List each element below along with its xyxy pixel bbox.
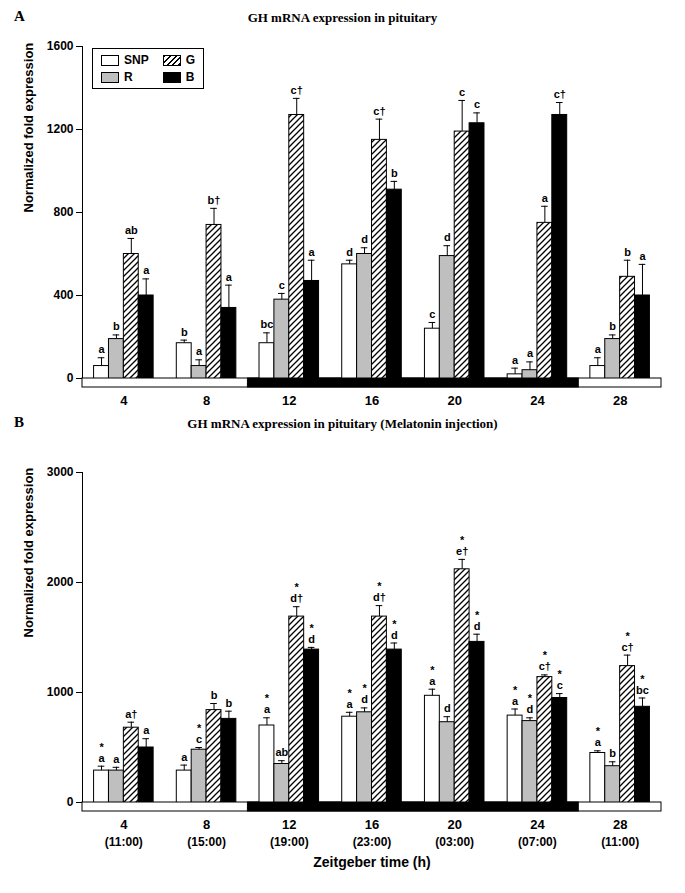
svg-text:d: d — [308, 633, 315, 645]
svg-text:20: 20 — [447, 817, 461, 832]
svg-text:a: a — [196, 345, 203, 357]
svg-text:d: d — [444, 702, 451, 714]
svg-text:a: a — [226, 271, 233, 283]
svg-text:(23:00): (23:00) — [353, 835, 392, 849]
html-text:A: A — [14, 8, 25, 24]
svg-text:c: c — [279, 279, 285, 291]
svg-text:16: 16 — [365, 393, 379, 408]
svg-text:e†: e† — [456, 545, 468, 557]
svg-text:a: a — [309, 246, 316, 258]
svg-text:a: a — [639, 250, 646, 262]
svg-text:12: 12 — [282, 817, 296, 832]
svg-text:(15:00): (15:00) — [187, 835, 226, 849]
svg-text:c†: c† — [621, 641, 633, 653]
svg-text:d: d — [361, 693, 368, 705]
svg-text:(11:00): (11:00) — [601, 835, 639, 849]
html-text:GH mRNA expression in pituitar: GH mRNA expression in pituitary (Melaton… — [187, 416, 498, 431]
svg-text:bc: bc — [261, 318, 274, 330]
svg-text:a: a — [347, 698, 354, 710]
svg-text:c: c — [557, 679, 563, 691]
svg-text:a: a — [98, 752, 105, 764]
svg-text:b: b — [113, 320, 120, 332]
svg-text:c: c — [474, 98, 480, 110]
svg-text:a: a — [181, 751, 188, 763]
svg-text:2000: 2000 — [47, 575, 74, 589]
svg-text:a: a — [512, 354, 519, 366]
svg-text:28: 28 — [613, 817, 627, 832]
svg-text:(03:00): (03:00) — [435, 835, 474, 849]
svg-text:d: d — [346, 246, 353, 258]
svg-text:12: 12 — [282, 393, 296, 408]
svg-text:d: d — [444, 231, 451, 243]
svg-text:1000: 1000 — [47, 685, 74, 699]
svg-text:d: d — [361, 233, 368, 245]
svg-text:d: d — [391, 629, 398, 641]
svg-text:400: 400 — [53, 288, 73, 302]
svg-text:4: 4 — [120, 393, 128, 408]
svg-text:b: b — [609, 747, 616, 759]
svg-text:a†: a† — [125, 708, 137, 720]
html-text:SNP: SNP — [124, 53, 149, 67]
svg-text:a: a — [143, 264, 150, 276]
svg-text:c: c — [429, 308, 435, 320]
svg-text:ab: ab — [275, 746, 288, 758]
svg-text:8: 8 — [203, 393, 210, 408]
svg-text:c†: c† — [539, 660, 551, 672]
svg-text:c: c — [196, 733, 202, 745]
svg-text:(07:00): (07:00) — [518, 835, 557, 849]
svg-text:bc: bc — [636, 684, 649, 696]
svg-text:a: a — [429, 675, 436, 687]
svg-text:c†: c† — [291, 84, 303, 96]
svg-text:Normalized fold expression: Normalized fold expression — [21, 468, 36, 638]
svg-text:a: a — [98, 343, 105, 355]
html-text:R: R — [124, 70, 133, 84]
svg-text:a: a — [595, 343, 602, 355]
svg-text:a: a — [143, 724, 150, 736]
svg-text:a: a — [595, 736, 602, 748]
svg-text:Zeitgeber time (h): Zeitgeber time (h) — [313, 854, 430, 870]
svg-text:20: 20 — [447, 393, 461, 408]
svg-text:1600: 1600 — [47, 39, 74, 53]
svg-text:800: 800 — [53, 205, 73, 219]
svg-text:ab: ab — [125, 224, 138, 236]
svg-text:a: a — [512, 695, 519, 707]
html-text:GH mRNA expression in pituitar: GH mRNA expression in pituitary — [247, 10, 438, 25]
svg-text:c†: c† — [373, 105, 385, 117]
svg-text:b: b — [226, 697, 233, 709]
html-text:B: B — [185, 70, 195, 84]
svg-text:b: b — [211, 689, 218, 701]
svg-text:0: 0 — [67, 795, 74, 809]
svg-text:28: 28 — [613, 393, 627, 408]
svg-text:a: a — [527, 347, 534, 359]
svg-text:c†: c† — [554, 88, 566, 100]
svg-text:d†: d† — [290, 592, 303, 604]
svg-text:a: a — [542, 192, 549, 204]
svg-text:3000: 3000 — [47, 465, 74, 479]
svg-text:24: 24 — [530, 393, 545, 408]
svg-text:a: a — [264, 703, 271, 715]
html-text:G: G — [185, 53, 195, 67]
svg-text:(11:00): (11:00) — [105, 835, 143, 849]
svg-text:Normalized fold expression: Normalized fold expression — [21, 43, 36, 213]
svg-text:1200: 1200 — [47, 122, 74, 136]
svg-text:8: 8 — [203, 817, 210, 832]
svg-text:b: b — [181, 326, 188, 338]
svg-text:c: c — [459, 86, 465, 98]
svg-text:(19:00): (19:00) — [270, 835, 309, 849]
html-text:B: B — [14, 414, 24, 430]
svg-text:b: b — [624, 246, 631, 258]
svg-text:d†: d† — [373, 591, 386, 603]
svg-text:0: 0 — [67, 371, 74, 385]
svg-text:d: d — [527, 703, 534, 715]
svg-text:16: 16 — [365, 817, 379, 832]
svg-text:a: a — [113, 753, 120, 765]
svg-text:4: 4 — [120, 817, 128, 832]
svg-text:b: b — [609, 320, 616, 332]
svg-text:b†: b† — [208, 194, 221, 206]
svg-text:b: b — [391, 167, 398, 179]
svg-text:d: d — [474, 620, 481, 632]
svg-text:24: 24 — [530, 817, 545, 832]
